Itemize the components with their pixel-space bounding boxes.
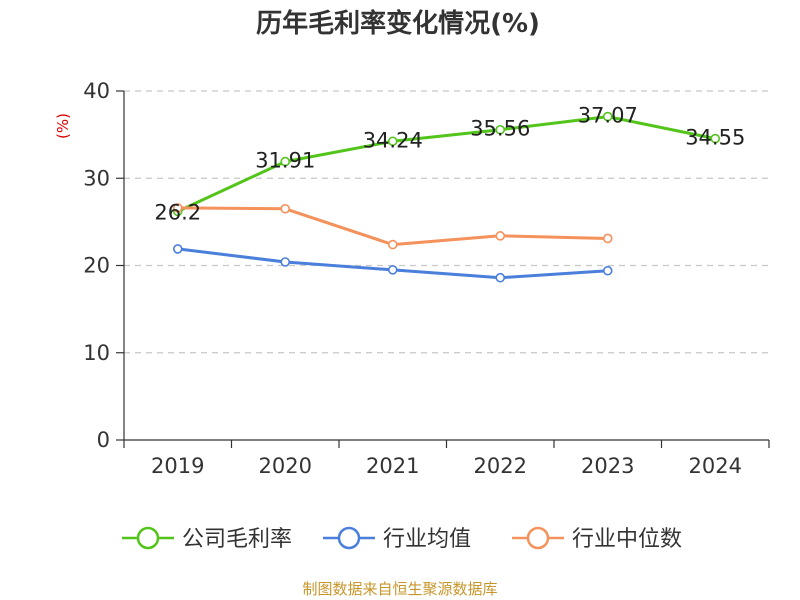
- data-point-2-0: [172, 203, 183, 213]
- data-point-0-4: [602, 111, 613, 122]
- data-label-layer: 26.2 31.91 34.24 35.56 37.07 34.55: [154, 104, 745, 225]
- legend-label-0: 公司毛利率: [182, 527, 292, 552]
- data-point-2-3: [495, 231, 506, 241]
- chart-title: 历年毛利率变化情况(%): [256, 8, 540, 39]
- y-tick-label: 40: [83, 79, 110, 103]
- y-tick-label: 0: [97, 428, 110, 452]
- data-label: 37.07: [578, 104, 638, 128]
- legend-marker-2: [526, 526, 550, 550]
- y-tick-label: 10: [83, 341, 110, 365]
- y-tick-label: 20: [83, 254, 110, 278]
- data-point-2-1: [280, 203, 291, 214]
- legend-marker-1: [337, 526, 361, 550]
- data-label: 35.56: [470, 117, 530, 141]
- legend-label-2: 行业中位数: [572, 527, 682, 552]
- x-tick-label: 2020: [259, 454, 312, 478]
- grid-layer: [124, 90, 769, 354]
- x-tick-label: 2023: [581, 454, 634, 478]
- source-note: 制图数据来自恒生聚源数据库: [302, 580, 497, 598]
- data-point-0-5: [710, 133, 721, 144]
- legend: 公司毛利率 行业均值 行业中位数: [122, 526, 682, 552]
- y-axis-label: (%): [54, 113, 72, 139]
- data-point-1-4: [602, 265, 613, 276]
- axis-layer: 0 10 20 30 40 2019 2020 2021 2022 2023 2024: [83, 79, 770, 478]
- x-tick-label: 2021: [366, 454, 419, 478]
- x-tick-label: 2022: [474, 454, 527, 478]
- x-tick-label: 2019: [151, 454, 204, 478]
- series-line-0: [177, 115, 716, 213]
- x-tick-label: 2024: [689, 454, 742, 478]
- data-point-0-1: [280, 156, 291, 167]
- data-point-1-1: [280, 257, 291, 267]
- legend-marker-0: [136, 526, 160, 550]
- data-label: 34.55: [685, 126, 745, 150]
- data-label: 34.24: [363, 128, 423, 152]
- data-point-2-2: [387, 239, 398, 250]
- y-tick-label: 30: [83, 166, 110, 190]
- data-point-1-0: [172, 244, 183, 254]
- data-label: 31.91: [255, 149, 315, 173]
- data-point-0-2: [387, 136, 398, 147]
- data-point-2-4: [602, 233, 613, 244]
- data-label: 26.2: [154, 200, 201, 224]
- data-point-0-3: [495, 124, 506, 135]
- data-point-1-2: [387, 265, 398, 275]
- legend-label-1: 行业均值: [383, 527, 471, 552]
- series-layer: [172, 111, 721, 283]
- data-point-1-3: [495, 272, 506, 283]
- series-line-2: [177, 206, 608, 247]
